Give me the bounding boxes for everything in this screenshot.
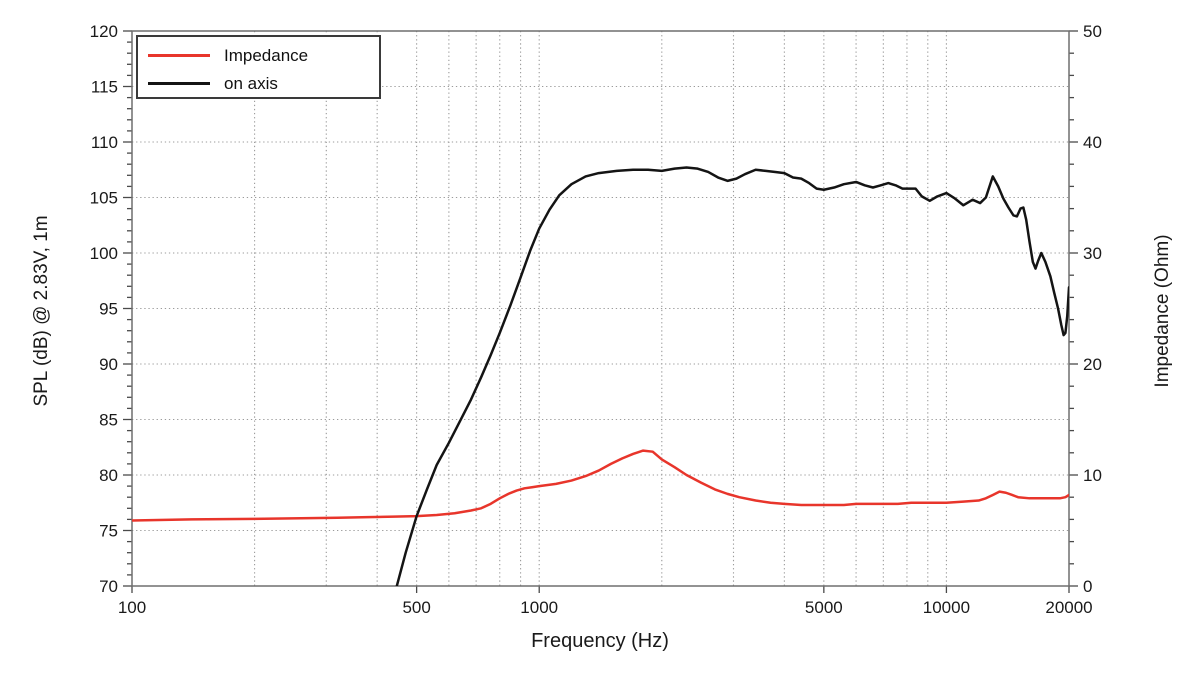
legend-item-impedance: Impedance bbox=[138, 41, 379, 69]
svg-text:10: 10 bbox=[1083, 466, 1102, 485]
series-impedance bbox=[132, 449, 1069, 522]
svg-text:110: 110 bbox=[91, 133, 118, 152]
svg-text:75: 75 bbox=[99, 522, 118, 541]
svg-text:10000: 10000 bbox=[923, 598, 970, 617]
svg-text:100: 100 bbox=[90, 244, 118, 263]
svg-text:80: 80 bbox=[99, 466, 118, 485]
svg-text:500: 500 bbox=[402, 598, 430, 617]
svg-text:40: 40 bbox=[1083, 133, 1102, 152]
y-axis-right-label: Impedance (Ohm) bbox=[1152, 234, 1173, 388]
legend-label-on-axis: on axis bbox=[224, 73, 278, 93]
svg-text:90: 90 bbox=[99, 355, 118, 374]
tick-labels: 70 75 80 85 90 95 100 105 110 115 120 0 10 20 30 40 50 10… bbox=[90, 22, 1102, 617]
svg-text:115: 115 bbox=[91, 78, 118, 97]
svg-text:20000: 20000 bbox=[1045, 598, 1092, 617]
impedance-line-swatch bbox=[148, 53, 210, 57]
x-axis-label: Frequency (Hz) bbox=[531, 630, 669, 652]
legend-item-on-axis: on axis bbox=[138, 69, 379, 97]
svg-text:120: 120 bbox=[90, 22, 118, 41]
svg-text:20: 20 bbox=[1083, 355, 1102, 374]
svg-text:0: 0 bbox=[1083, 577, 1092, 596]
legend: Impedance on axis bbox=[136, 35, 381, 99]
svg-text:85: 85 bbox=[99, 411, 118, 430]
axis-ticks bbox=[123, 30, 1078, 593]
on-axis-line-swatch bbox=[148, 81, 210, 85]
svg-text:100: 100 bbox=[118, 598, 146, 617]
svg-text:30: 30 bbox=[1083, 244, 1102, 263]
svg-text:70: 70 bbox=[99, 577, 118, 596]
svg-text:5000: 5000 bbox=[805, 598, 843, 617]
svg-text:50: 50 bbox=[1083, 22, 1102, 41]
svg-text:95: 95 bbox=[99, 300, 118, 319]
series-on-axis bbox=[395, 166, 1069, 586]
y-axis-left-label: SPL (dB) @ 2.83V, 1m bbox=[31, 215, 52, 407]
svg-text:1000: 1000 bbox=[520, 598, 558, 617]
svg-text:105: 105 bbox=[90, 189, 118, 208]
legend-label-impedance: Impedance bbox=[224, 45, 309, 65]
plot-frame bbox=[131, 30, 1070, 587]
